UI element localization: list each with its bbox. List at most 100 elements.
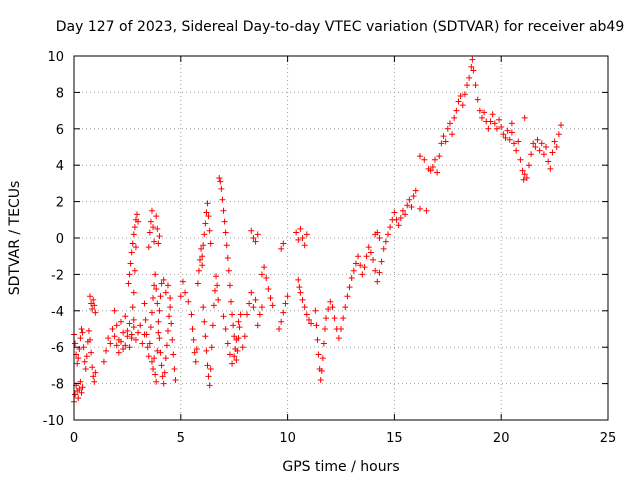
data-point — [327, 298, 334, 305]
data-point — [282, 300, 289, 307]
data-point — [340, 315, 347, 322]
data-point — [487, 118, 494, 125]
data-point — [303, 231, 310, 238]
data-point — [185, 298, 192, 305]
data-point — [72, 340, 79, 347]
data-point — [124, 333, 131, 340]
data-point — [153, 213, 160, 220]
data-point — [295, 236, 302, 243]
data-point — [155, 318, 162, 325]
y-tick-label: 10 — [47, 50, 64, 65]
data-point — [127, 260, 134, 267]
data-point — [513, 147, 520, 154]
data-point — [320, 340, 327, 347]
data-point — [357, 262, 364, 269]
data-point — [87, 293, 94, 300]
data-point — [318, 367, 325, 374]
data-point — [303, 311, 310, 318]
data-point — [284, 293, 291, 300]
data-point — [131, 224, 138, 231]
data-point — [558, 122, 565, 129]
data-point — [525, 162, 532, 169]
data-point — [130, 316, 137, 323]
data-point — [376, 269, 383, 276]
data-point — [156, 335, 163, 342]
data-point — [145, 244, 152, 251]
x-tick-label: 5 — [177, 431, 185, 446]
data-point — [122, 313, 129, 320]
data-point — [199, 253, 206, 260]
data-point — [154, 347, 161, 354]
data-point — [111, 307, 118, 314]
data-point — [171, 366, 178, 373]
data-point — [423, 207, 430, 214]
data-point — [361, 264, 368, 271]
data-point — [363, 253, 370, 260]
data-point — [120, 329, 127, 336]
data-point — [145, 353, 152, 360]
data-point — [150, 366, 157, 373]
data-point — [89, 305, 96, 312]
data-point — [231, 333, 238, 340]
data-point — [536, 147, 543, 154]
data-point — [478, 114, 485, 121]
data-point — [352, 260, 359, 267]
data-point — [293, 229, 300, 236]
data-point — [79, 329, 86, 336]
data-point — [141, 300, 148, 307]
data-point — [464, 82, 471, 89]
data-point — [160, 276, 167, 283]
data-point — [177, 293, 184, 300]
data-point — [213, 273, 220, 280]
x-tick-label: 25 — [600, 431, 617, 446]
data-point — [166, 313, 173, 320]
data-point — [233, 336, 240, 343]
data-point — [438, 140, 445, 147]
data-point — [338, 326, 344, 332]
data-point — [197, 256, 204, 263]
y-tick-label: -4 — [51, 305, 64, 320]
data-point — [124, 327, 131, 334]
data-point — [248, 289, 255, 296]
data-point — [342, 304, 349, 311]
data-point — [103, 347, 110, 354]
data-point — [226, 282, 233, 289]
data-point — [154, 300, 161, 307]
data-point — [211, 287, 218, 294]
data-point — [365, 244, 372, 251]
data-point — [382, 238, 389, 245]
data-point — [258, 271, 265, 278]
data-point — [269, 302, 276, 309]
data-point — [493, 125, 500, 132]
data-point — [135, 329, 142, 336]
data-point — [128, 331, 135, 338]
data-point — [502, 134, 509, 141]
data-point — [278, 245, 285, 252]
data-point — [453, 107, 460, 114]
data-point — [312, 307, 319, 314]
data-point — [406, 196, 413, 203]
data-point — [137, 322, 144, 329]
data-point — [534, 136, 541, 143]
data-point — [147, 218, 154, 225]
data-point — [474, 96, 481, 103]
x-tick-label: 15 — [386, 431, 403, 446]
data-point — [329, 304, 336, 311]
data-point — [159, 373, 166, 380]
data-point — [202, 333, 209, 340]
data-point — [325, 305, 332, 312]
data-point — [195, 267, 202, 274]
data-point — [107, 340, 114, 347]
data-point — [335, 335, 342, 342]
data-point — [402, 211, 409, 218]
data-point — [156, 233, 163, 240]
data-point — [193, 346, 200, 353]
data-point — [78, 389, 85, 396]
data-point — [229, 360, 236, 367]
data-point — [153, 378, 160, 385]
data-point — [241, 333, 248, 340]
data-point — [278, 318, 285, 325]
data-point — [305, 316, 312, 323]
data-point — [461, 91, 468, 98]
data-point — [115, 349, 122, 356]
